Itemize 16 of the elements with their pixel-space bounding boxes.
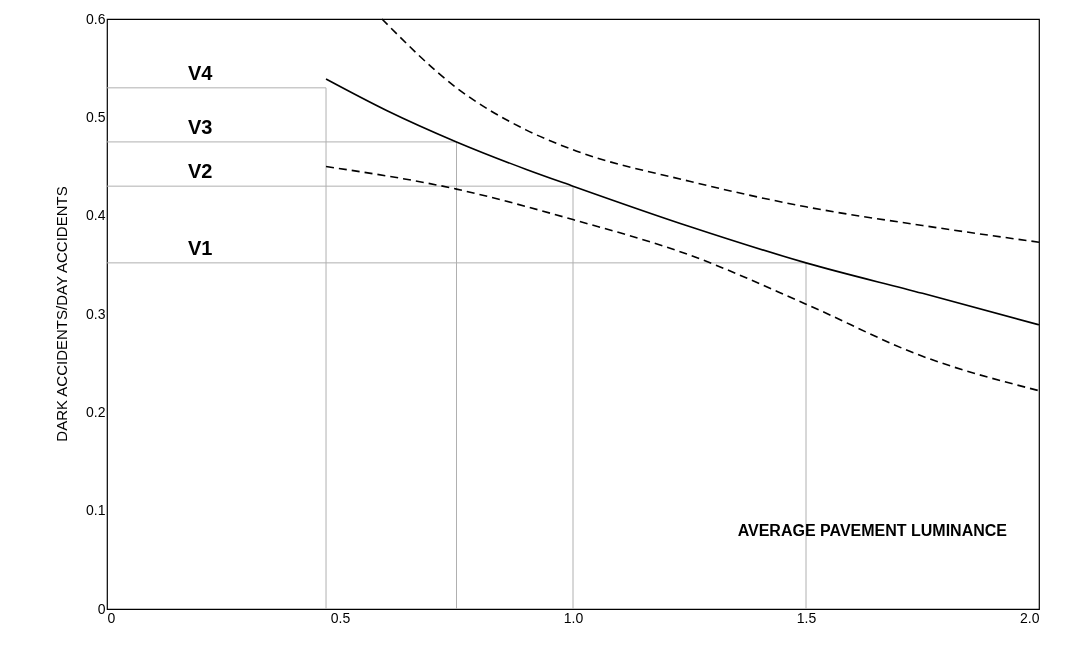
x-axis-title: AVERAGE PAVEMENT LUMINANCE — [737, 522, 1008, 539]
x-tick-label: 1.0 — [563, 609, 584, 626]
ref-line-label: V4 — [187, 61, 214, 84]
x-tick-label: 0.5 — [330, 609, 351, 626]
y-tick-label: 0.2 — [86, 403, 106, 420]
y-tick-label: 0.4 — [86, 207, 106, 224]
ref-line-label: V2 — [187, 160, 213, 183]
ref-line-label: V1 — [187, 236, 213, 259]
x-tick-label: 2.0 — [1020, 609, 1040, 626]
ref-line-label: V3 — [187, 115, 213, 138]
y-tick-label: 0.5 — [86, 108, 106, 125]
y-axis-title: DARK ACCIDENTS/DAY ACCIDENTS — [53, 186, 70, 442]
y-tick-label: 0.6 — [86, 10, 106, 27]
x-tick-label: 1.5 — [796, 609, 817, 626]
y-tick-label: 0.3 — [86, 305, 106, 322]
y-tick-label: 0.1 — [86, 502, 106, 519]
